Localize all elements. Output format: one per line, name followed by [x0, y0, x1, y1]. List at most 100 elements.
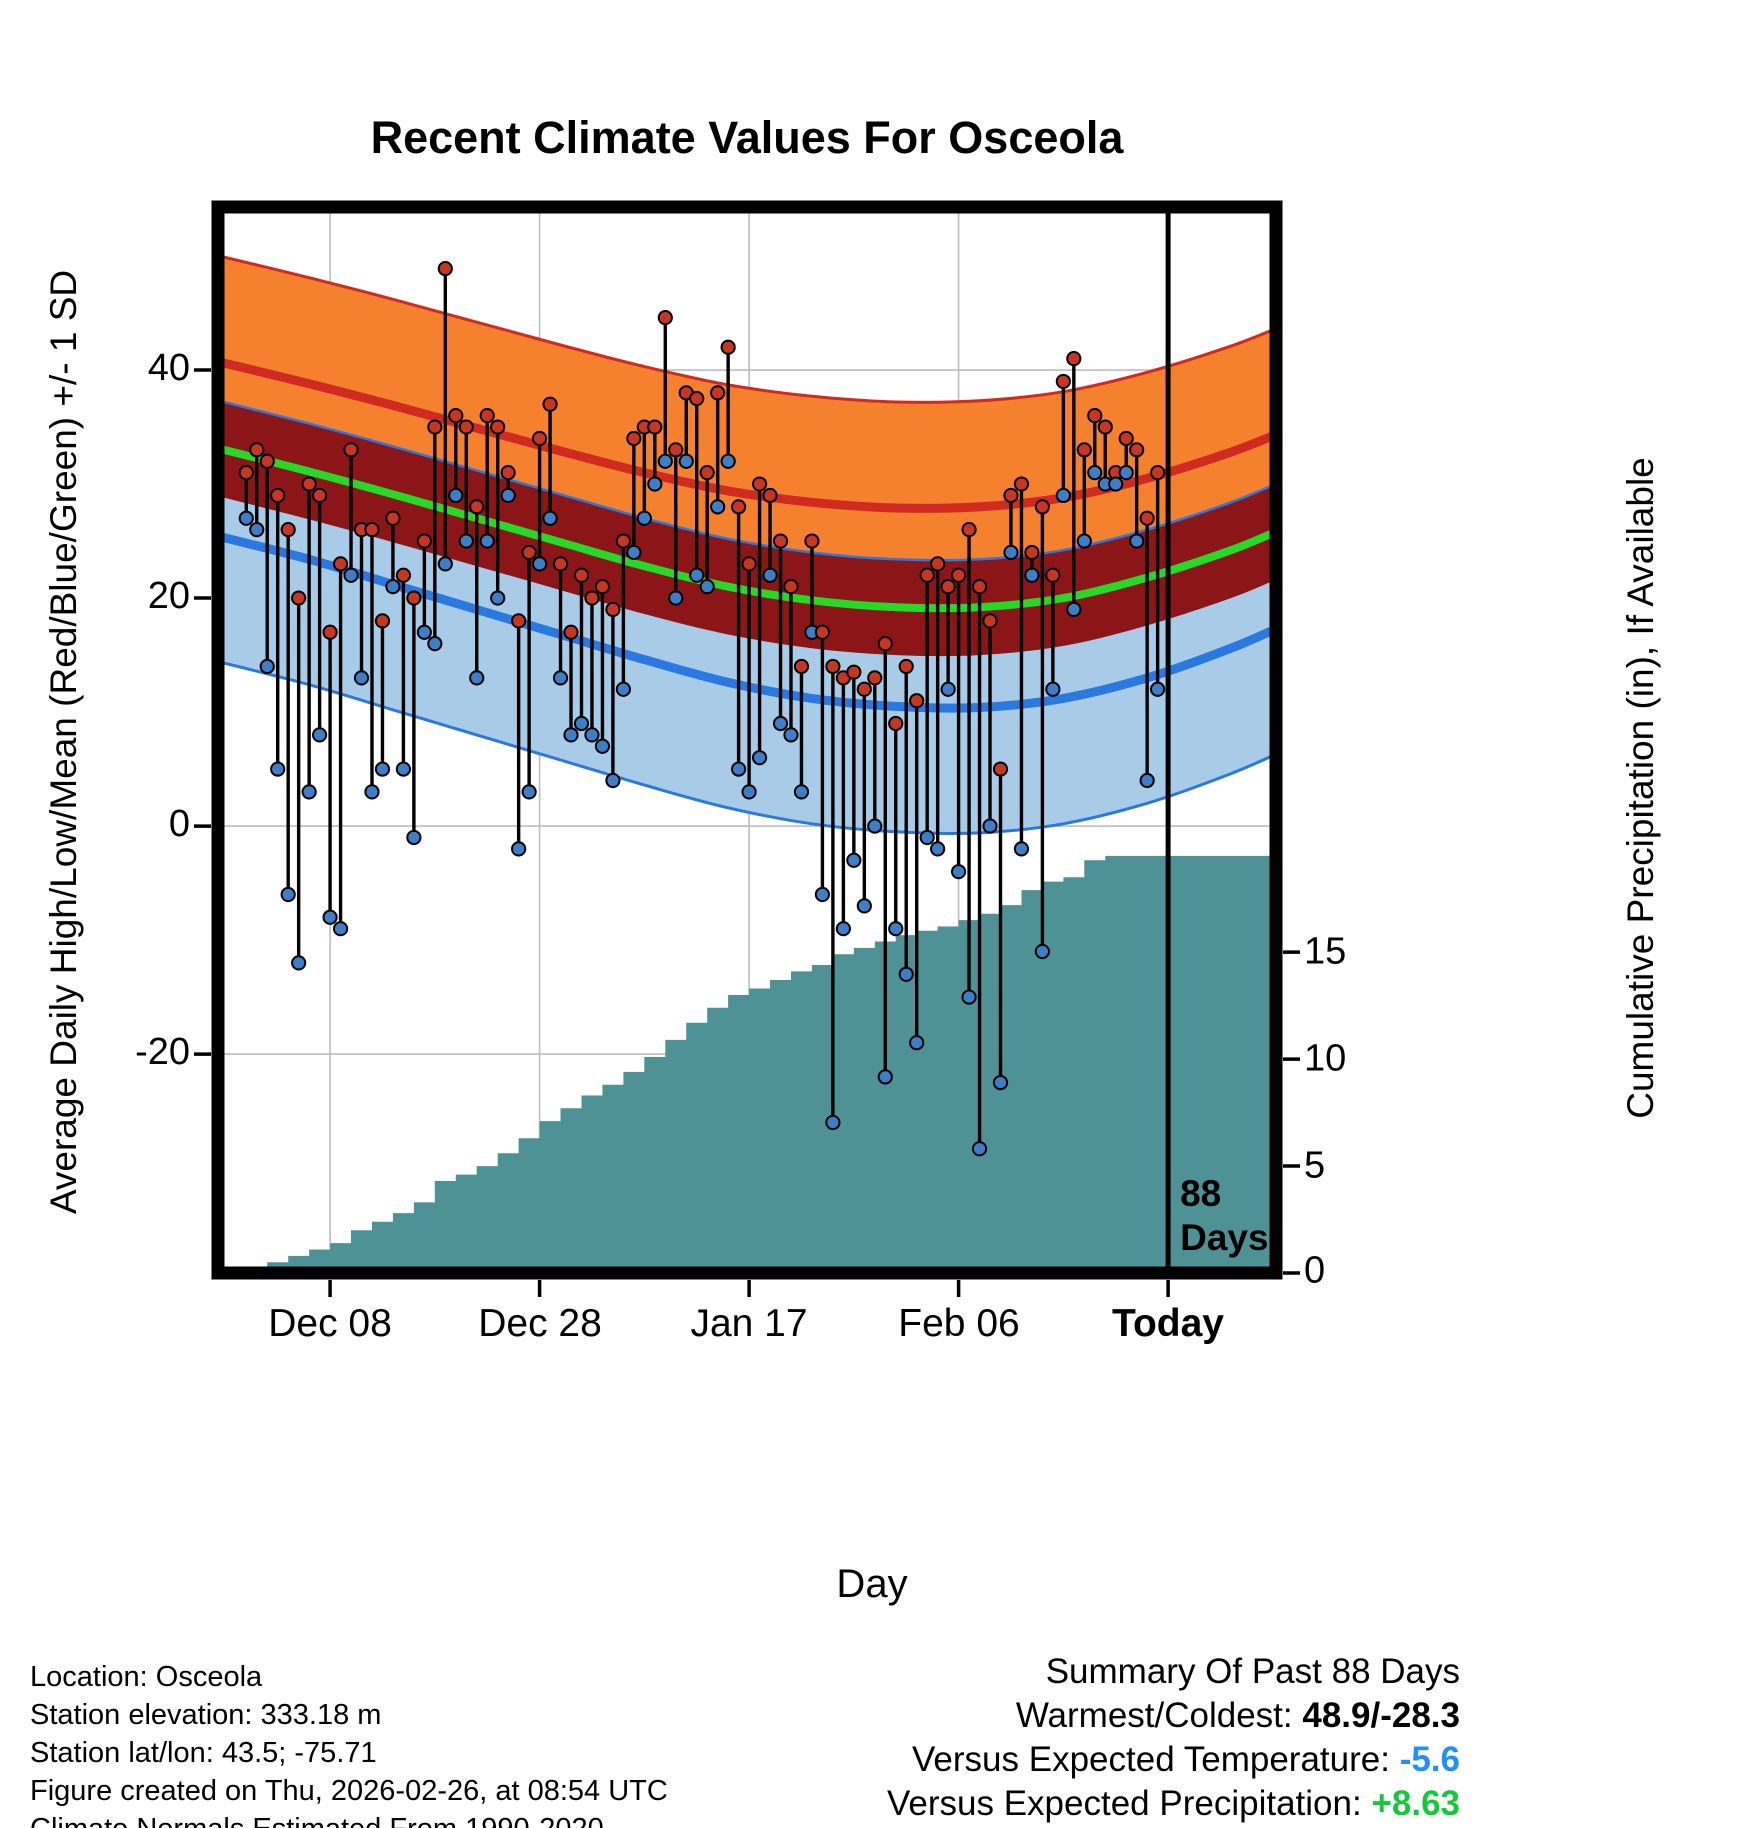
daily-low-dot	[930, 841, 946, 857]
daily-high-dot	[1118, 430, 1134, 447]
daily-dots	[238, 260, 1166, 1157]
daily-low-dot	[395, 761, 412, 777]
summary-vs-temp-value: -5.6	[1399, 1740, 1460, 1779]
summary-block: Summary Of Past 88 Days Warmest/Coldest:…	[830, 1650, 1460, 1826]
daily-high-dot	[312, 487, 328, 504]
daily-high-dot	[500, 465, 516, 481]
daily-high-dot	[343, 442, 359, 458]
summary-vs-precip-label: Versus Expected Precipitation:	[886, 1784, 1362, 1823]
daily-low-dot	[542, 510, 558, 526]
daily-high-dot	[982, 613, 998, 629]
summary-vs-temperature: Versus Expected Temperature: -5.6	[830, 1738, 1460, 1782]
daily-high-dot	[846, 664, 862, 680]
daily-low-dot	[919, 829, 935, 846]
daily-high-dot	[762, 487, 778, 504]
daily-low-dot	[343, 567, 359, 583]
daily-high-dot	[720, 339, 736, 355]
daily-low-dot	[846, 852, 862, 868]
daily-high-dot	[437, 260, 453, 277]
daily-high-dot	[626, 430, 642, 447]
daily-low-dot	[898, 966, 914, 982]
daily-low-dot	[374, 761, 391, 777]
daily-high-dot	[793, 658, 810, 675]
daily-high-dot	[301, 476, 317, 492]
band-edge-lines	[218, 254, 1276, 836]
daily-low-dot	[437, 556, 453, 572]
axis-ticks	[194, 368, 1300, 1297]
daily-low-dot	[1024, 567, 1040, 583]
x-tick-jan17: Jan 17	[690, 1302, 808, 1345]
daily-high-dot	[961, 522, 977, 538]
daily-high-dot	[511, 613, 527, 629]
daily-low-dot	[259, 658, 275, 675]
y-left-tick-40: 40	[147, 346, 190, 389]
daily-high-dot	[469, 499, 485, 515]
daily-high-dot	[710, 385, 726, 401]
daily-low-dot	[992, 1075, 1009, 1091]
summary-warmest-coldest: Warmest/Coldest: 48.9/-28.3	[830, 1694, 1460, 1738]
daily-low-dot	[741, 784, 757, 800]
daily-high-dot	[605, 601, 621, 618]
daily-low-dot	[867, 818, 883, 834]
daily-low-dot	[479, 533, 495, 549]
daily-low-dot	[490, 590, 506, 606]
daily-low-dot	[552, 670, 569, 686]
daily-low-dot	[364, 784, 380, 800]
daily-high-dot	[647, 419, 663, 435]
daily-high-dot	[909, 693, 925, 709]
daily-high-dot	[584, 590, 600, 606]
station-location: Location: Osceola	[30, 1661, 263, 1693]
daily-low-dot	[1034, 943, 1051, 960]
daily-low-dot	[416, 624, 432, 640]
daily-low-dot	[332, 921, 349, 937]
daily-high-dot	[1097, 419, 1113, 435]
daily-high-dot	[552, 556, 569, 572]
daily-high-dot	[741, 556, 757, 572]
x-tick-feb06: Feb 06	[898, 1302, 1020, 1345]
daily-low-dot	[1076, 533, 1092, 549]
daily-low-dot	[668, 590, 684, 606]
daily-low-dot	[1129, 533, 1145, 549]
daily-low-dot	[238, 510, 254, 526]
y-right-tick-10: 10	[1304, 1037, 1347, 1080]
daily-high-dot	[563, 624, 579, 640]
daily-high-dot	[1024, 544, 1040, 561]
y-left-tick-20: 20	[147, 574, 190, 617]
daily-high-dot	[699, 465, 715, 481]
daily-high-dot	[689, 390, 705, 407]
daily-low-dot	[793, 784, 810, 800]
daily-high-dot	[1013, 476, 1030, 492]
daily-high-dot	[615, 533, 631, 549]
page-title: Recent Climate Values For Osceola	[370, 112, 1124, 163]
daily-low-dot	[982, 818, 998, 834]
daily-high-dot	[867, 670, 883, 686]
daily-low-dot	[427, 636, 443, 652]
daily-high-dot	[427, 419, 443, 435]
daily-high-dot	[1087, 408, 1103, 424]
daily-low-dot	[636, 510, 652, 526]
daily-low-dot	[699, 579, 715, 595]
station-latlon: Station lat/lon: 43.5; -75.71	[30, 1737, 377, 1769]
daily-low-dot	[1045, 681, 1061, 697]
daily-low-dot	[971, 1141, 988, 1157]
daily-low-dot	[909, 1035, 925, 1051]
daily-low-dot	[291, 955, 307, 971]
daily-low-dot	[888, 921, 904, 937]
daily-high-dot	[374, 613, 391, 629]
daily-low-dot	[1013, 841, 1030, 857]
daily-low-dot	[1066, 601, 1082, 618]
daily-high-dot	[270, 487, 286, 504]
daily-high-dot	[1150, 465, 1166, 481]
x-tick-dec28: Dec 28	[478, 1302, 602, 1345]
daily-high-dot	[573, 567, 590, 583]
daily-high-dot	[280, 522, 296, 538]
daily-low-dot	[605, 772, 621, 789]
high-mean-line	[218, 357, 1276, 513]
daily-high-dot	[1045, 567, 1061, 583]
daily-high-dot	[406, 590, 422, 606]
daily-high-dot	[898, 658, 914, 675]
y-right-tick-15: 15	[1304, 930, 1347, 973]
daily-high-dot	[772, 533, 789, 549]
daily-high-dot	[542, 396, 558, 412]
